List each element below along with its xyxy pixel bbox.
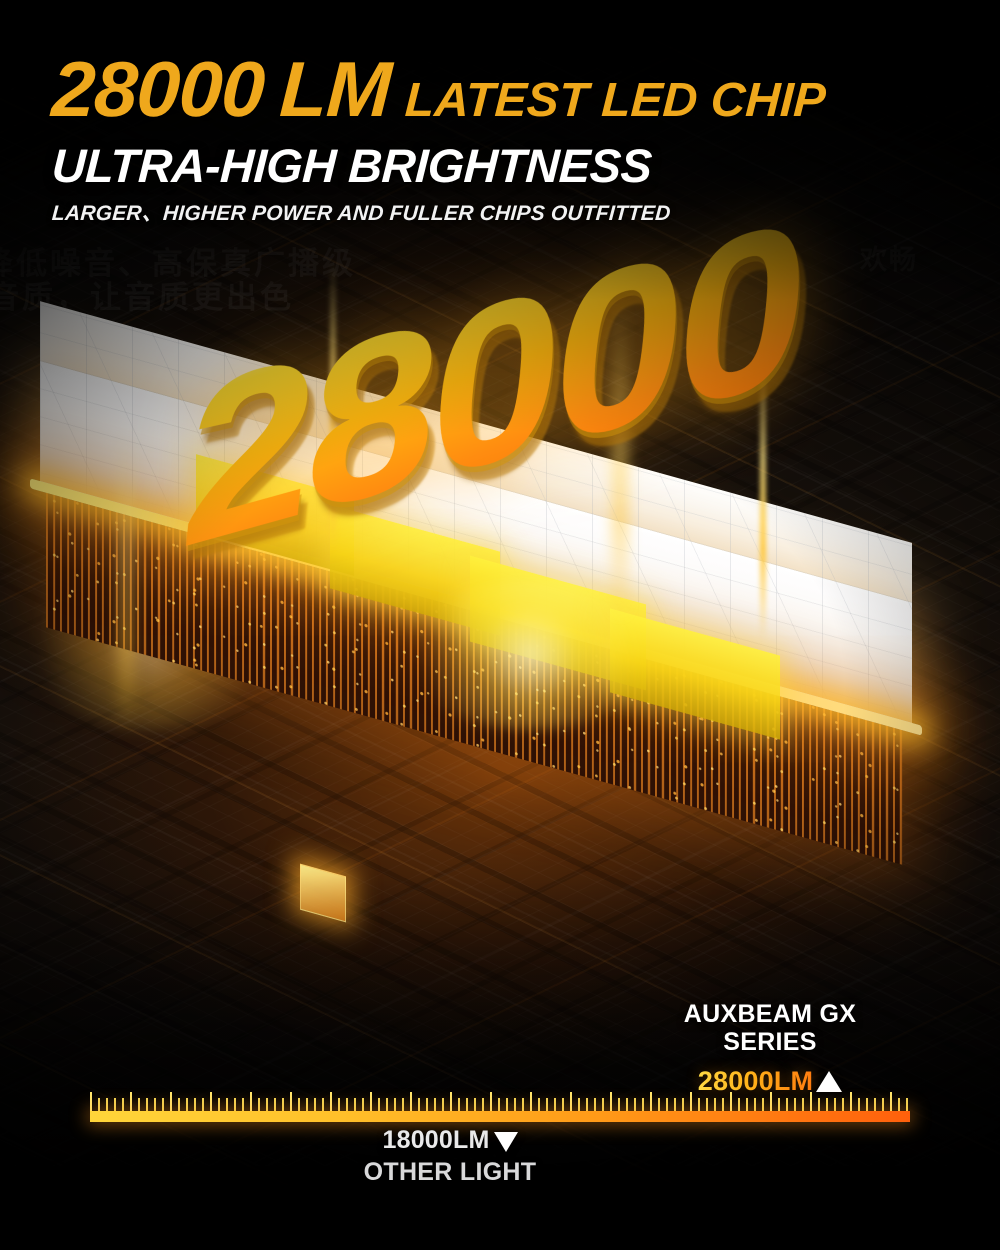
headline-unit: LM xyxy=(277,45,393,133)
headline-lumens: 28000 xyxy=(49,45,267,133)
headline-description: LARGER、HIGHER POWER AND FULLER CHIPS OUT… xyxy=(51,202,672,225)
headline-tagline: LATEST LED CHIP xyxy=(403,74,827,127)
headline-primary: 28000 LM LATEST LED CHIP xyxy=(49,45,827,133)
headline-secondary: ULTRA-HIGH BRIGHTNESS xyxy=(50,139,653,192)
bottom-fade-overlay xyxy=(0,1130,1000,1250)
